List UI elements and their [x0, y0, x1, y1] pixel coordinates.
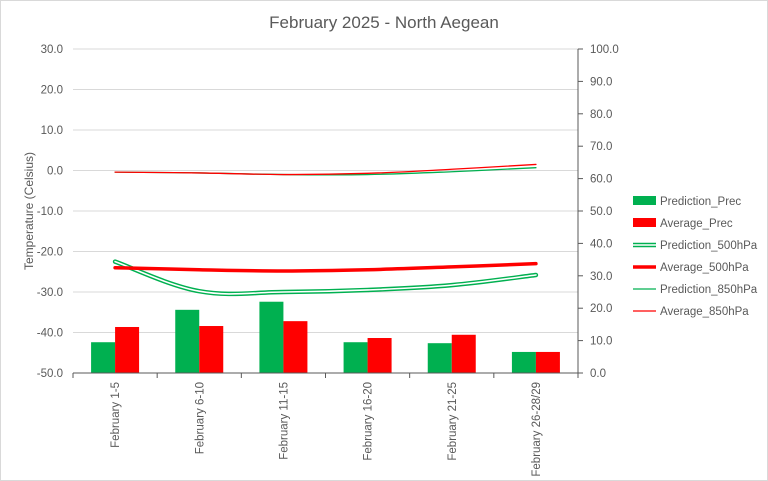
x-tick-label: February 21-25: [447, 382, 459, 461]
x-tick-label: February 11-15: [278, 382, 290, 460]
left-tick-label: -10.0: [37, 206, 63, 218]
right-tick-label: 70.0: [590, 141, 612, 153]
bar-prediction-prec: [427, 343, 452, 373]
gridlines: [73, 48, 578, 333]
bar-prediction-prec: [343, 342, 368, 373]
line-average-850hpa: [114, 163, 537, 176]
right-tick-label: 100.0: [590, 44, 619, 56]
legend-average-prec-swatch: [633, 218, 656, 227]
right-tick-label: 30.0: [590, 271, 612, 283]
legend-average-500hpa-label: Average_500hPa: [660, 262, 749, 274]
legend-prediction-850hpa-label: Prediction_850hPa: [660, 284, 758, 296]
right-tick-label: 80.0: [590, 109, 612, 121]
bar-prediction-prec: [511, 351, 536, 373]
right-tick-label: 50.0: [590, 206, 612, 218]
y-axis-title: Temperature (Celsius): [22, 152, 36, 270]
right-tick-label: 0.0: [590, 368, 606, 380]
line-prediction-500hpa-inner: [114, 260, 537, 295]
bar-average-prec: [115, 326, 140, 373]
legend: Prediction_Prec Average_Prec Prediction_50…: [633, 196, 758, 318]
bar-prediction-prec: [259, 301, 284, 373]
left-axis-ticks: -50.0 -40.0 -30.0 -20.0 -10.0 0.0 10.0 20.0 30.0: [37, 44, 63, 380]
bar-average-prec: [535, 351, 560, 373]
line-average-500hpa: [113, 261, 538, 273]
bar-prediction-prec: [175, 309, 200, 373]
left-tick-label: 10.0: [41, 125, 63, 137]
left-tick-label: -20.0: [37, 247, 63, 259]
bar-prediction-prec: [91, 342, 116, 373]
legend-prediction-prec-label: Prediction_Prec: [660, 196, 741, 208]
legend-prediction-prec-swatch: [633, 196, 656, 205]
left-tick-label: 0.0: [47, 166, 63, 178]
right-axis-ticks: 0.0 10.0 20.0 30.0 40.0 50.0 60.0 70.0 80.0 90.0 1…: [590, 44, 619, 380]
legend-average-850hpa-label: Average_850hPa: [660, 306, 749, 318]
left-tick-label: 20.0: [41, 85, 63, 97]
right-tick-label: 60.0: [590, 174, 612, 186]
right-tick-label: 20.0: [590, 303, 612, 315]
chart-title: February 2025 - North Aegean: [269, 13, 499, 32]
legend-average-prec-label: Average_Prec: [660, 218, 733, 230]
x-tick-label: February 16-20: [363, 382, 375, 461]
x-tick-label: February 1-5: [110, 382, 122, 448]
left-tick-label: 30.0: [41, 44, 63, 56]
bars: [91, 301, 560, 373]
right-tick-label: 10.0: [590, 336, 612, 348]
x-tick-label: February 26-28/29: [531, 382, 543, 477]
left-tick-label: -30.0: [37, 287, 63, 299]
x-tick-label: February 6-10: [194, 382, 206, 454]
bar-average-prec: [199, 326, 224, 373]
legend-prediction-500hpa-label: Prediction_500hPa: [660, 240, 758, 252]
bar-average-prec: [283, 321, 308, 373]
left-tick-label: -50.0: [37, 368, 63, 380]
left-tick-label: -40.0: [37, 328, 63, 340]
right-tick-label: 90.0: [590, 76, 612, 88]
bar-average-prec: [367, 338, 392, 373]
series-lines: [112, 163, 539, 297]
x-axis-ticks: February 1-5 February 6-10 February 11-15 F…: [110, 382, 543, 477]
axes: [72, 48, 583, 378]
right-tick-label: 40.0: [590, 238, 612, 250]
bar-average-prec: [451, 334, 476, 373]
